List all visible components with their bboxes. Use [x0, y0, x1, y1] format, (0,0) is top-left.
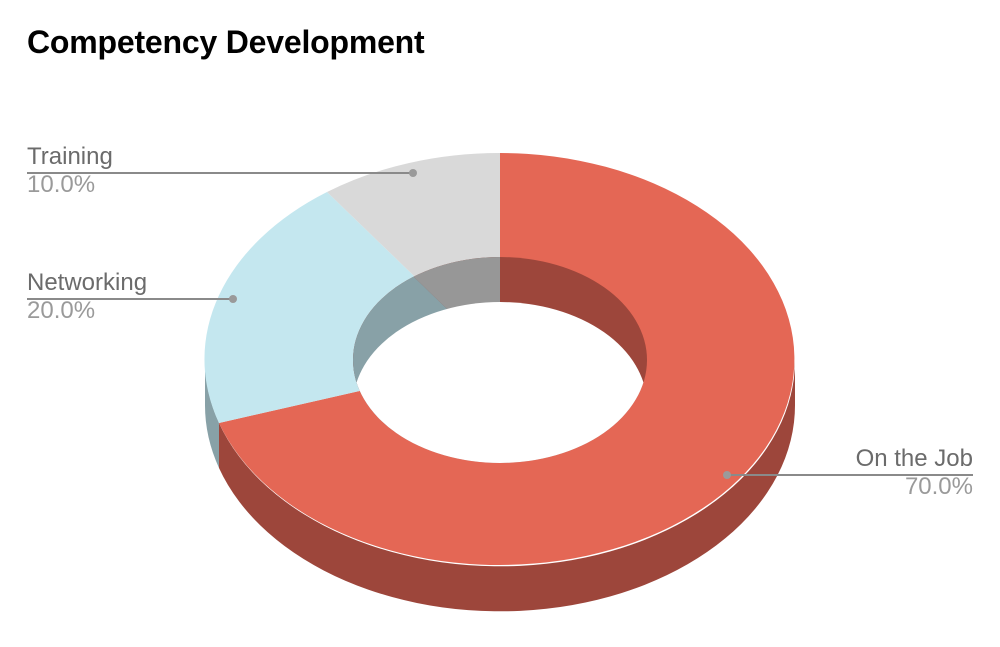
slice-side-on-the-job	[219, 359, 796, 612]
chart-title: Competency Development	[27, 24, 425, 60]
label-on-the-job: On the Job 70.0%	[856, 445, 973, 501]
label-networking: Networking 20.0%	[27, 269, 147, 325]
label-training-pct: 10.0%	[27, 171, 96, 198]
leader-line-training	[27, 169, 417, 177]
label-on-the-job-name: On the Job	[855, 445, 973, 472]
label-training: Training 10.0%	[27, 143, 113, 199]
label-networking-name: Networking	[27, 269, 148, 296]
slice-side-networking	[204, 359, 219, 468]
label-training-name: Training	[27, 143, 113, 170]
leader-line-on-the-job	[723, 471, 973, 479]
leader-line-networking	[27, 295, 237, 303]
label-networking-pct: 20.0%	[27, 297, 96, 324]
label-on-the-job-pct: 70.0%	[904, 473, 973, 500]
